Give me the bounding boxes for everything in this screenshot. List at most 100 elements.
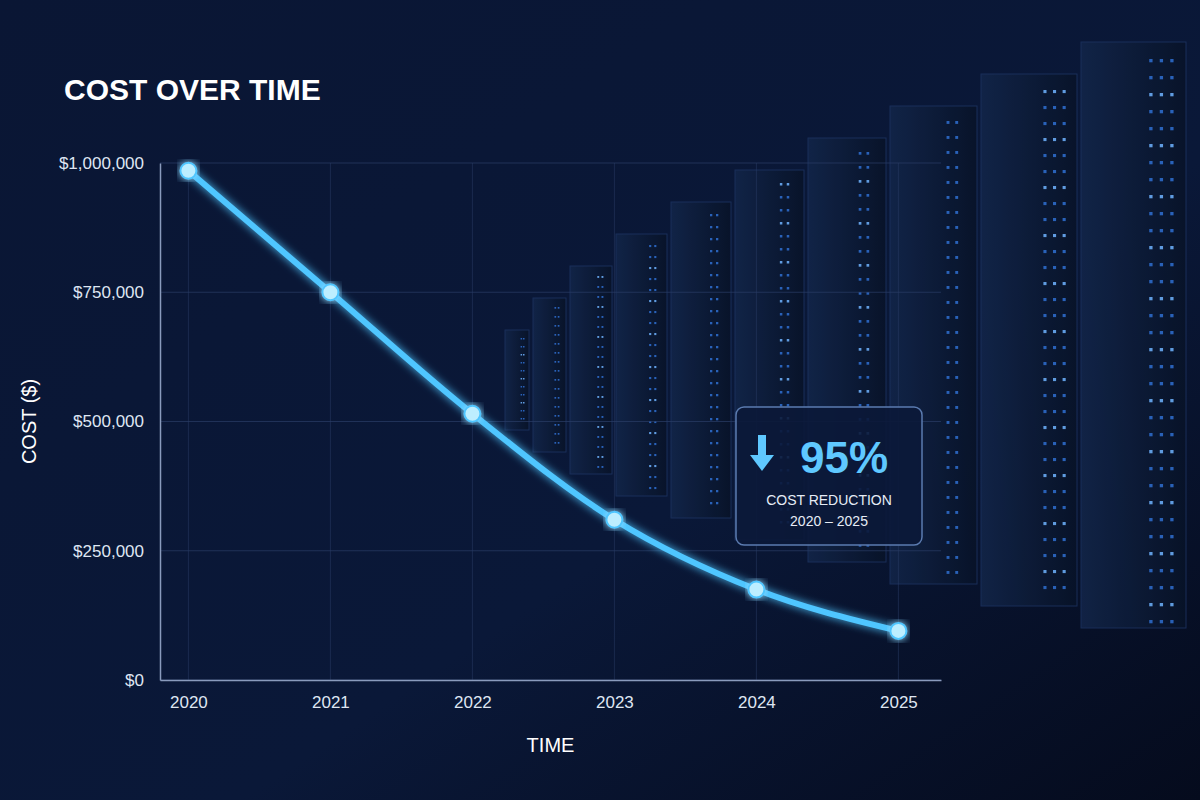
rack-light (554, 424, 556, 426)
rack-light (710, 370, 712, 372)
rack-light (1043, 506, 1046, 509)
rack-light (554, 316, 556, 318)
rack-light (1170, 603, 1173, 606)
rack-light (859, 390, 862, 393)
rack-light (602, 466, 604, 468)
rack-light (947, 301, 950, 304)
rack-light (597, 376, 599, 378)
rack-light (558, 343, 560, 345)
rack-light (780, 222, 783, 225)
rack-light (1170, 195, 1173, 198)
data-point (748, 582, 764, 598)
rack-light (1053, 474, 1056, 477)
annotation-period: 2020 – 2025 (790, 513, 868, 529)
rack-light (1043, 410, 1046, 413)
rack-light (523, 418, 525, 420)
rack-light (1063, 410, 1066, 413)
rack-light (947, 331, 950, 334)
rack-light (1053, 426, 1056, 429)
rack-light (654, 487, 656, 489)
rack-light (1053, 586, 1056, 589)
rack-light (947, 256, 950, 259)
rack-light (867, 222, 870, 225)
rack-light (859, 278, 862, 281)
server-rack (981, 74, 1077, 606)
rack-light (1063, 394, 1066, 397)
rack-light (597, 446, 599, 448)
rack-light (947, 376, 950, 379)
rack-light (1149, 229, 1152, 232)
rack-light (1160, 76, 1163, 79)
rack-light (1160, 348, 1163, 351)
rack-light (947, 196, 950, 199)
rack-light (716, 250, 718, 252)
rack-light (1149, 620, 1152, 623)
rack-light (649, 278, 651, 280)
rack-light (1160, 314, 1163, 317)
rack-light (1160, 399, 1163, 402)
rack-light (1149, 416, 1152, 419)
rack-light (1170, 467, 1173, 470)
rack-light (602, 386, 604, 388)
y-axis: $0$250,000$500,000$750,000$1,000,000 (59, 154, 161, 690)
rack-light (654, 476, 656, 478)
rack-light (947, 556, 950, 559)
rack-light (558, 325, 560, 327)
rack-light (1053, 458, 1056, 461)
rack-light (597, 456, 599, 458)
rack-light (1043, 522, 1046, 525)
rack-light (1160, 450, 1163, 453)
rack-light (649, 454, 651, 456)
rack-light (716, 382, 718, 384)
rack-light (1170, 620, 1173, 623)
rack-light (955, 361, 958, 364)
rack-light (710, 478, 712, 480)
rack-light (1043, 250, 1046, 253)
rack-light (947, 286, 950, 289)
rack-light (1170, 110, 1173, 113)
rack-light (1063, 570, 1066, 573)
rack-light (947, 151, 950, 154)
rack-light (710, 490, 712, 492)
rack-light (716, 418, 718, 420)
rack-light (1043, 154, 1046, 157)
y-tick-label: $500,000 (73, 412, 144, 431)
rack-light (1053, 410, 1056, 413)
rack-light (1149, 569, 1152, 572)
rack-light (654, 289, 656, 291)
rack-light (1149, 552, 1152, 555)
grid-line-x (330, 163, 331, 680)
rack-light (859, 306, 862, 309)
rack-light (649, 311, 651, 313)
rack-light (1160, 467, 1163, 470)
annotation-text: COST REDUCTION (766, 492, 892, 508)
y-tick: $0 (125, 671, 160, 690)
rack-light (1053, 218, 1056, 221)
rack-light (558, 334, 560, 336)
rack-light (649, 355, 651, 357)
rack-light (1053, 554, 1056, 557)
rack-light (710, 298, 712, 300)
rack-light (1170, 433, 1173, 436)
rack-light (649, 322, 651, 324)
rack-light (1149, 110, 1152, 113)
rack-light (955, 301, 958, 304)
rack-light (716, 358, 718, 360)
rack-light (521, 362, 523, 364)
rack-light (523, 362, 525, 364)
plot-area (180, 163, 906, 639)
rack-light (710, 466, 712, 468)
rack-light (1063, 202, 1066, 205)
rack-light (710, 442, 712, 444)
rack-light (558, 388, 560, 390)
rack-light (1053, 122, 1056, 125)
rack-light (955, 436, 958, 439)
rack-light (1053, 170, 1056, 173)
rack-light (558, 316, 560, 318)
rack-light (521, 378, 523, 380)
rack-light (554, 379, 556, 381)
rack-light (787, 261, 790, 264)
rack-light (597, 306, 599, 308)
rack-light (1170, 93, 1173, 96)
rack-light (1053, 362, 1056, 365)
